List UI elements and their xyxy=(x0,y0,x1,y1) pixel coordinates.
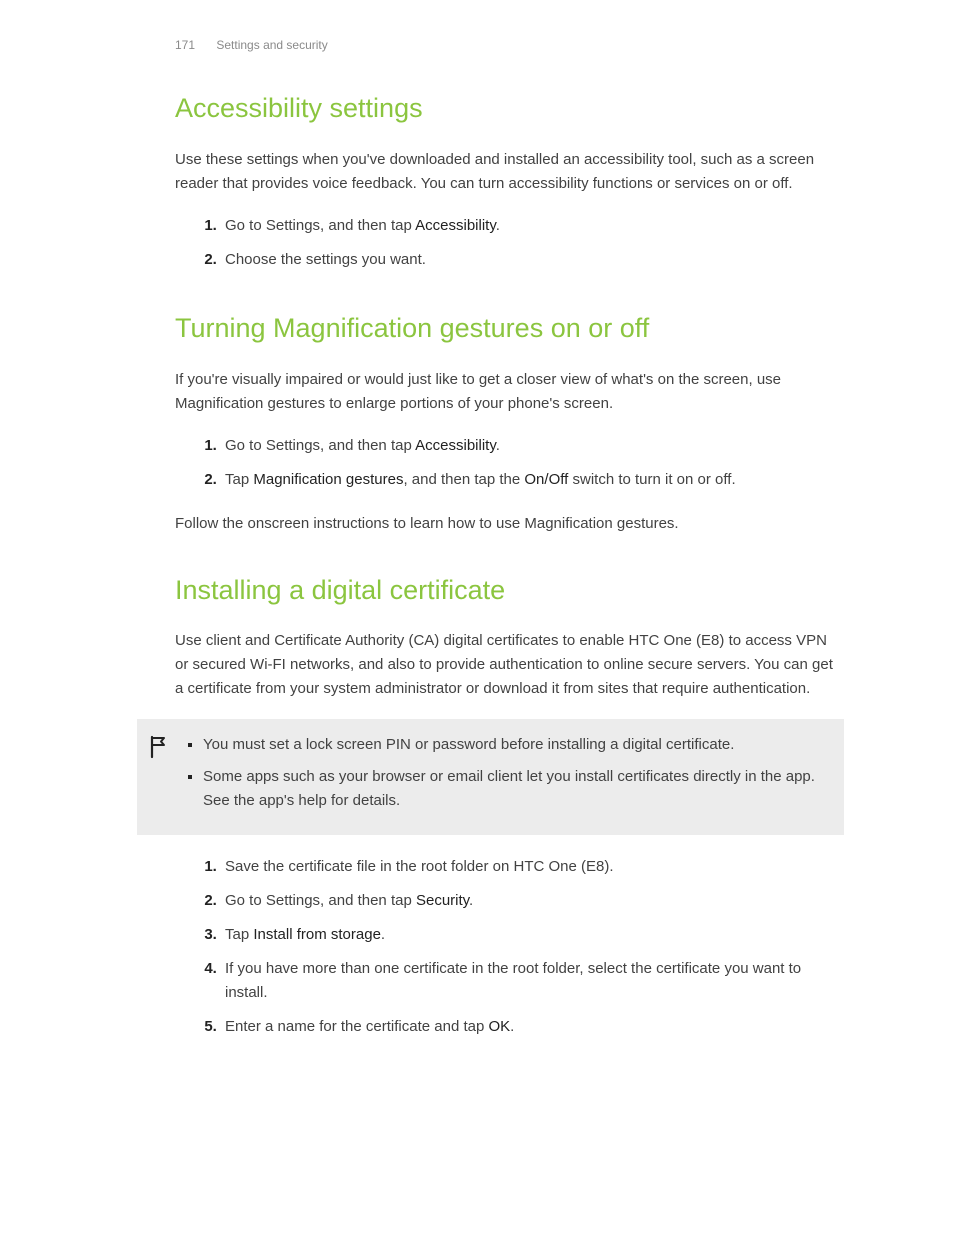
steps-accessibility: Go to Settings, and then tap Accessibili… xyxy=(175,214,844,272)
step-bold: Install from storage xyxy=(253,926,381,943)
intro-accessibility: Use these settings when you've downloade… xyxy=(175,148,844,196)
step-text: Go to Settings, and then tap xyxy=(225,217,415,234)
step-item: If you have more than one certificate in… xyxy=(221,957,844,1005)
step-item: Go to Settings, and then tap Security. xyxy=(221,889,844,913)
running-header: 171 Settings and security xyxy=(175,38,844,52)
step-text: . xyxy=(510,1018,514,1035)
step-text: , and then tap the xyxy=(403,471,524,488)
intro-magnification: If you're visually impaired or would jus… xyxy=(175,368,844,416)
document-page: 171 Settings and security Accessibility … xyxy=(0,0,954,1235)
step-text: Choose the settings you want. xyxy=(225,251,426,268)
heading-magnification: Turning Magnification gestures on or off xyxy=(175,312,844,346)
step-bold: Accessibility xyxy=(415,437,496,454)
step-item: Enter a name for the certificate and tap… xyxy=(221,1015,844,1039)
steps-certificate: Save the certificate file in the root fo… xyxy=(175,855,844,1039)
step-bold: OK xyxy=(488,1018,510,1035)
note-box: You must set a lock screen PIN or passwo… xyxy=(137,719,844,835)
step-item: Go to Settings, and then tap Accessibili… xyxy=(221,214,844,238)
step-item: Tap Magnification gestures, and then tap… xyxy=(221,468,844,492)
note-item: Some apps such as your browser or email … xyxy=(203,765,826,813)
heading-accessibility: Accessibility settings xyxy=(175,92,844,126)
step-text: Go to Settings, and then tap xyxy=(225,892,416,909)
step-text: switch to turn it on or off. xyxy=(568,471,735,488)
step-item: Go to Settings, and then tap Accessibili… xyxy=(221,434,844,458)
step-text: Tap xyxy=(225,471,253,488)
heading-certificate: Installing a digital certificate xyxy=(175,574,844,608)
step-item: Save the certificate file in the root fo… xyxy=(221,855,844,879)
note-item: You must set a lock screen PIN or passwo… xyxy=(203,733,826,757)
step-text: Enter a name for the certificate and tap xyxy=(225,1018,488,1035)
page-number: 171 xyxy=(175,38,195,52)
steps-magnification: Go to Settings, and then tap Accessibili… xyxy=(175,434,844,492)
step-text: . xyxy=(496,437,500,454)
step-text: Save the certificate file in the root fo… xyxy=(225,858,614,875)
section-title: Settings and security xyxy=(216,38,327,52)
step-text: Go to Settings, and then tap xyxy=(225,437,415,454)
step-bold: Accessibility xyxy=(415,217,496,234)
flag-icon xyxy=(149,735,169,764)
outro-magnification: Follow the onscreen instructions to lear… xyxy=(175,512,844,536)
step-bold: Magnification gestures xyxy=(253,471,403,488)
step-text: . xyxy=(496,217,500,234)
step-bold: On/Off xyxy=(524,471,568,488)
step-bold: Security xyxy=(416,892,469,909)
note-list: You must set a lock screen PIN or passwo… xyxy=(183,733,826,821)
step-text: . xyxy=(381,926,385,943)
step-text: If you have more than one certificate in… xyxy=(225,960,801,1001)
step-item: Tap Install from storage. xyxy=(221,923,844,947)
step-text: . xyxy=(469,892,473,909)
step-text: Tap xyxy=(225,926,253,943)
step-item: Choose the settings you want. xyxy=(221,248,844,272)
intro-certificate: Use client and Certificate Authority (CA… xyxy=(175,629,844,701)
